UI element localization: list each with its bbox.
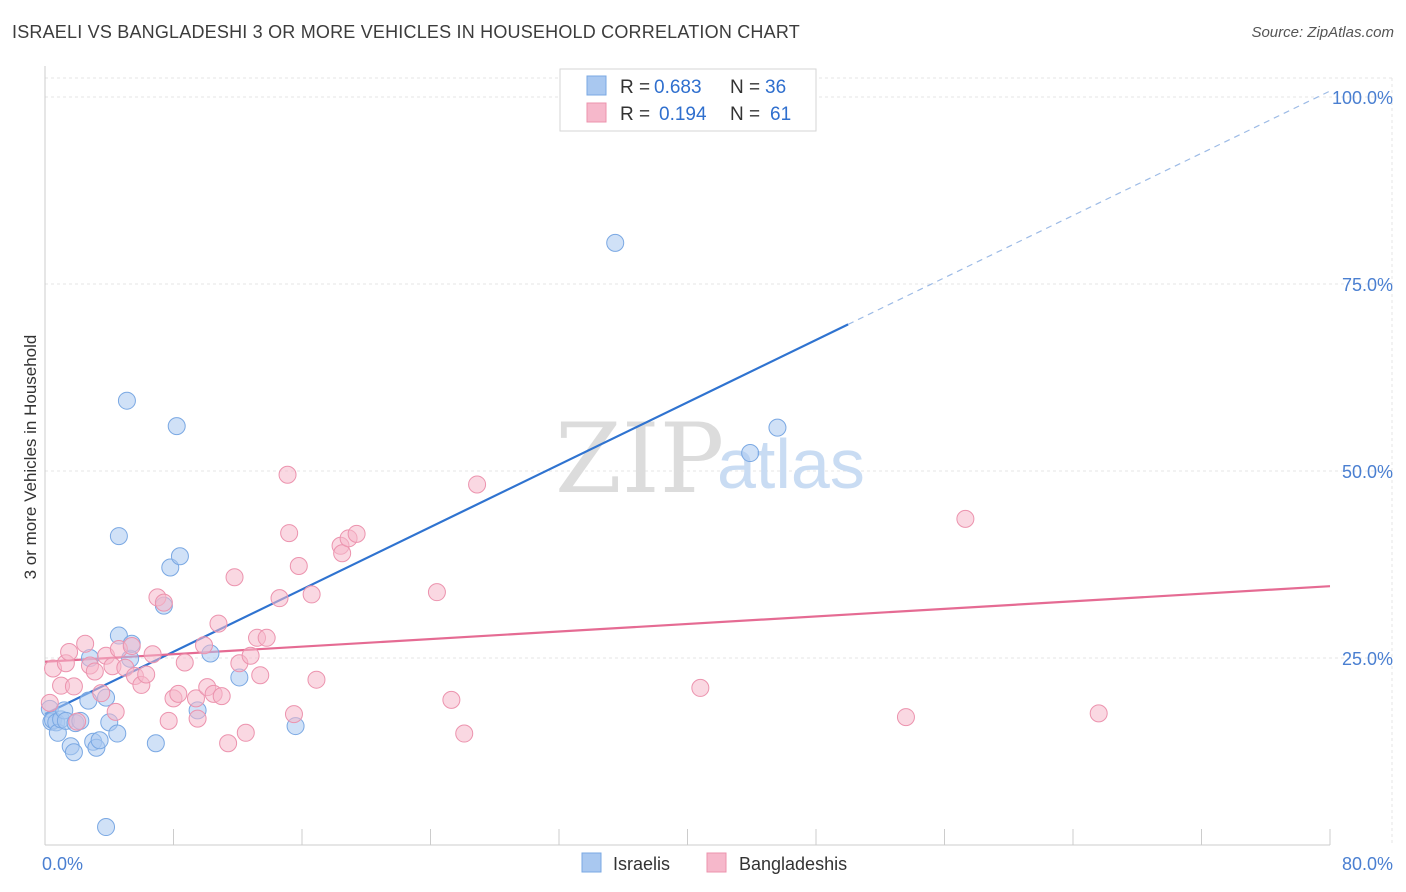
point-bangladeshis-0 <box>40 693 59 712</box>
point-bangladeshis-59 <box>956 509 975 528</box>
point-bangladeshis-55 <box>455 724 474 743</box>
point-bangladeshis-45 <box>284 705 303 724</box>
legend-r-value-bangladeshis: 0.194 <box>659 104 707 125</box>
y-tick-label-2: 75.0% <box>1342 275 1393 295</box>
chart-source: Source: ZipAtlas.com <box>1251 24 1394 41</box>
point-israelis-34 <box>606 233 625 252</box>
point-bangladeshis-56 <box>468 475 487 494</box>
point-bangladeshis-57 <box>691 678 710 697</box>
legend-r-value-israelis: 0.683 <box>654 77 702 98</box>
point-bangladeshis-5 <box>64 677 83 696</box>
legend-n-label-israelis: N = <box>730 77 760 98</box>
point-bangladeshis-28 <box>188 709 207 728</box>
point-bangladeshis-38 <box>241 646 260 665</box>
point-bangladeshis-6 <box>68 712 87 731</box>
point-israelis-36 <box>768 418 787 437</box>
watermark-atlas: atlas <box>717 425 865 503</box>
point-bangladeshis-40 <box>251 666 270 685</box>
point-israelis-35 <box>741 444 760 463</box>
point-bangladeshis-22 <box>154 593 173 612</box>
y-tick-label-3: 100.0% <box>1332 88 1393 108</box>
series-legend-label-israelis: Israelis <box>613 854 670 874</box>
series-legend-label-bangladeshis: Bangladeshis <box>739 854 847 874</box>
point-bangladeshis-53 <box>427 583 446 602</box>
point-bangladeshis-26 <box>175 653 194 672</box>
point-bangladeshis-35 <box>225 568 244 587</box>
watermark: ZIP atlas <box>555 403 865 515</box>
point-bangladeshis-7 <box>76 634 95 653</box>
y-axis-label: 3 or more Vehicles in Household <box>21 335 40 580</box>
legend-n-value-bangladeshis: 61 <box>770 104 791 125</box>
point-bangladeshis-48 <box>307 670 326 689</box>
chart-title: ISRAELI VS BANGLADESHI 3 OR MORE VEHICLE… <box>12 22 800 42</box>
point-bangladeshis-52 <box>347 524 366 543</box>
trend-extension-israelis <box>847 90 1331 325</box>
point-israelis-21 <box>109 527 128 546</box>
y-tick-label-0: 25.0% <box>1342 649 1393 669</box>
tick-labels: 25.0% 50.0% 75.0% 100.0% 0.0% 80.0% <box>42 88 1393 874</box>
series-legend-swatch-israelis <box>581 852 602 873</box>
x-tick-label-max: 80.0% <box>1342 854 1393 874</box>
x-tick-label-min: 0.0% <box>42 854 83 874</box>
point-bangladeshis-50 <box>333 544 352 563</box>
point-bangladeshis-46 <box>289 556 308 575</box>
legend-r-label-bangladeshis: R = <box>620 104 650 125</box>
point-bangladeshis-20 <box>143 645 162 664</box>
point-bangladeshis-42 <box>270 589 289 608</box>
point-bangladeshis-32 <box>209 614 228 633</box>
point-bangladeshis-44 <box>280 524 299 543</box>
legend-swatch-israelis <box>586 75 607 96</box>
point-bangladeshis-25 <box>169 684 188 703</box>
data-points <box>40 233 1108 837</box>
legend-r-label-israelis: R = <box>620 77 650 98</box>
point-israelis-22 <box>117 391 136 410</box>
gridlines <box>45 77 1393 845</box>
point-israelis-25 <box>146 734 165 753</box>
stats-legend: R = 0.683 N = 36 R = 0.194 N = 61 <box>559 68 817 132</box>
point-israelis-19 <box>108 724 127 743</box>
point-israelis-16 <box>90 731 109 750</box>
point-bangladeshis-60 <box>1089 704 1108 723</box>
y-tick-label-1: 50.0% <box>1342 462 1393 482</box>
point-bangladeshis-19 <box>137 665 156 684</box>
point-israelis-37 <box>97 818 116 837</box>
trend-line-israelis <box>44 323 849 716</box>
legend-swatch-bangladeshis <box>586 102 607 123</box>
legend-n-label-bangladeshis: N = <box>730 104 760 125</box>
point-bangladeshis-54 <box>442 690 461 709</box>
series-legend-swatch-bangladeshis <box>706 852 727 873</box>
point-bangladeshis-16 <box>122 637 141 656</box>
legend-n-value-israelis: 36 <box>765 77 786 98</box>
point-bangladeshis-41 <box>257 628 276 647</box>
point-bangladeshis-4 <box>60 643 79 662</box>
series-legend: Israelis Bangladeshis <box>581 852 847 874</box>
point-bangladeshis-47 <box>302 585 321 604</box>
point-bangladeshis-29 <box>195 636 214 655</box>
point-bangladeshis-34 <box>219 734 238 753</box>
point-bangladeshis-33 <box>212 687 231 706</box>
point-israelis-28 <box>167 417 186 436</box>
trend-lines <box>44 90 1331 716</box>
point-bangladeshis-23 <box>159 711 178 730</box>
point-bangladeshis-43 <box>278 465 297 484</box>
watermark-zip: ZIP <box>555 403 724 515</box>
point-bangladeshis-37 <box>236 723 255 742</box>
point-bangladeshis-10 <box>92 684 111 703</box>
series-bangladeshis-points <box>40 465 1108 753</box>
trend-line-bangladeshis <box>44 585 1331 663</box>
point-bangladeshis-13 <box>106 702 125 721</box>
point-israelis-29 <box>170 547 189 566</box>
point-israelis-9 <box>64 743 83 762</box>
point-bangladeshis-27 <box>186 689 205 708</box>
point-bangladeshis-9 <box>85 662 104 681</box>
point-bangladeshis-58 <box>896 708 915 727</box>
